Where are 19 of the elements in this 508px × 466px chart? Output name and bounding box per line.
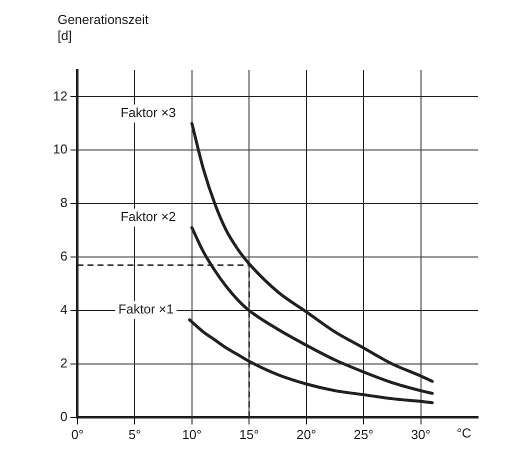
x-tick-label: 20° (296, 426, 316, 442)
x-tick-label: 25° (354, 426, 374, 442)
y-tick-label: 0 (60, 408, 68, 424)
x-tick-label: 30° (410, 426, 431, 442)
series-label: Faktor ×1 (118, 301, 174, 316)
y-tick-label: 2 (60, 356, 68, 371)
series-label: Faktor ×2 (120, 209, 176, 224)
x-axis-title: °C (456, 425, 472, 440)
x-tick-label: 10° (182, 426, 202, 442)
series-label: Faktor ×3 (120, 105, 176, 120)
x-tick-label: 0° (71, 426, 84, 442)
y-axis-title: Generationszeit [d] (57, 12, 149, 44)
y-tick-label: 6 (60, 248, 68, 264)
x-tick-label: 15° (239, 426, 259, 442)
y-tick-label: 12 (52, 88, 68, 104)
y-tick-label: 10 (52, 142, 68, 157)
y-tick-label: 4 (60, 302, 68, 318)
x-tick-label: 5° (128, 426, 141, 442)
y-tick-label: 8 (60, 195, 68, 210)
